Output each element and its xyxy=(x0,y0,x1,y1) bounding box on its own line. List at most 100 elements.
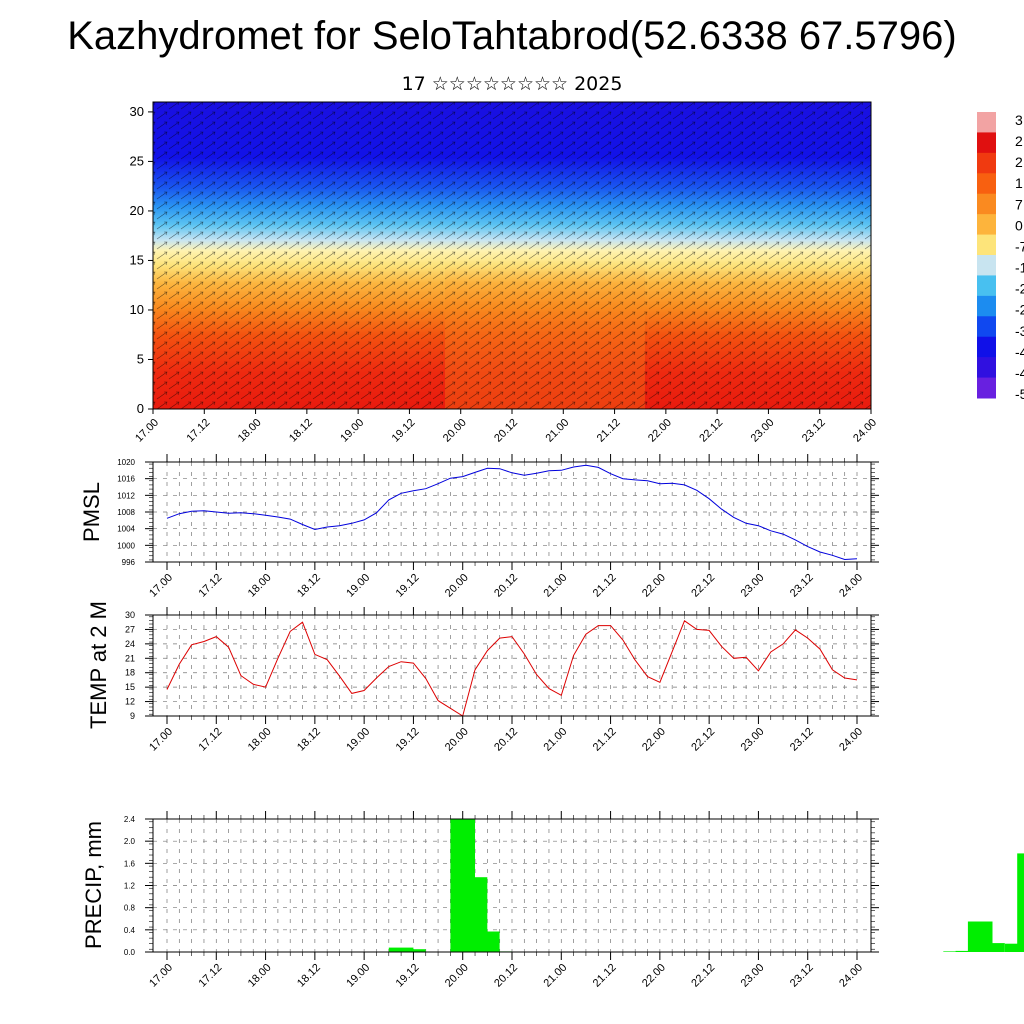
colorbar-swatch xyxy=(977,295,996,317)
colorbar-swatch xyxy=(977,193,996,215)
xtick-label: 20.12 xyxy=(492,572,520,600)
xtick-label: 21.12 xyxy=(591,572,619,600)
xtick-label: 19.12 xyxy=(394,572,422,600)
colorbar-label: -4 xyxy=(1015,344,1024,360)
precip-bar xyxy=(1017,853,1024,952)
ytick-label: 1020 xyxy=(117,458,135,467)
colorbar-label: 2 xyxy=(1015,154,1023,170)
heatmap-xtick-label: 21.00 xyxy=(543,417,571,445)
xtick-label: 20.12 xyxy=(492,726,520,754)
xtick-label: 22.12 xyxy=(689,726,717,754)
pmsl-panel: 996 1000 1004 1008 1012 1016 1020 17.00 17.12 18.… xyxy=(79,454,879,600)
colorbar-swatch xyxy=(977,214,996,236)
xtick-label: 17.12 xyxy=(196,726,224,754)
xtick-label: 18.12 xyxy=(295,572,323,600)
colorbar-swatch xyxy=(977,255,996,276)
colorbar-label: 3 xyxy=(1015,112,1023,128)
xtick-label: 23.00 xyxy=(739,726,767,754)
ytick-label: 0.8 xyxy=(124,904,136,913)
heatmap-ytick-label: 15 xyxy=(130,252,144,267)
xtick-label: 22.12 xyxy=(689,962,717,990)
ytick-label: 21 xyxy=(125,653,135,663)
xtick-label: 17.12 xyxy=(196,962,224,990)
colorbar-label: -1 xyxy=(1015,260,1024,276)
ytick-label: 9 xyxy=(130,711,135,721)
xtick-label: 22.12 xyxy=(689,572,717,600)
xtick-label: 19.12 xyxy=(394,726,422,754)
heatmap-xtick-label: 19.12 xyxy=(390,417,418,445)
xtick-label: 18.00 xyxy=(246,962,274,990)
heatmap-xtick-label: 23.12 xyxy=(800,417,828,445)
xtick-label: 19.00 xyxy=(344,962,372,990)
colorbar-label: 2 xyxy=(1015,133,1023,149)
colorbar-swatch xyxy=(977,377,996,399)
ytick-label: 2.4 xyxy=(124,815,136,824)
xtick-label: 18.12 xyxy=(295,962,323,990)
heatmap-panel: 0 5 10 15 20 25 30 17.00 17.12 18.00 18.12 19.00 19… xyxy=(130,101,879,445)
precip-panel: 0.0 0.4 0.8 1.2 1.6 2.0 2.4 17.00 17.12 18.00 18.1… xyxy=(81,811,1024,990)
ytick-label: 12 xyxy=(125,697,135,707)
heatmap-xtick-label: 18.00 xyxy=(236,417,264,445)
heatmap-xtick-label: 23.00 xyxy=(749,417,777,445)
pmsl-ylabel: PMSL xyxy=(79,482,104,542)
xtick-label: 22.00 xyxy=(640,726,668,754)
ytick-label: 15 xyxy=(125,682,135,692)
chart-title: Kazhydromet for SeloTahtabrod(52.6338 67… xyxy=(67,14,957,58)
colorbar-label: -2 xyxy=(1015,281,1024,297)
xtick-label: 23.00 xyxy=(739,572,767,600)
heatmap-xtick-label: 20.00 xyxy=(441,417,469,445)
xtick-label: 21.12 xyxy=(591,962,619,990)
temp-series-line xyxy=(166,620,858,717)
precip-bar xyxy=(388,947,414,952)
xtick-label: 22.00 xyxy=(640,572,668,600)
xtick-label: 21.00 xyxy=(541,962,569,990)
heatmap-ytick-label: 25 xyxy=(130,153,144,168)
xtick-label: 19.00 xyxy=(344,572,372,600)
colorbar-swatch xyxy=(977,152,996,174)
heatmap-xtick-label: 24.00 xyxy=(851,417,879,445)
heatmap-xtick-label: 22.00 xyxy=(646,417,674,445)
colorbar-swatch xyxy=(977,234,996,256)
colorbar-label: -5 xyxy=(1015,386,1024,402)
ytick-label: 1008 xyxy=(117,508,135,517)
colorbar-swatch xyxy=(977,132,996,154)
xtick-label: 23.12 xyxy=(788,726,816,754)
precip-bar xyxy=(980,943,1005,952)
colorbar: 3 2 2 1· 7 0 -7 -1 -2 -2 -3 -4 -4 -5 xyxy=(977,112,1024,402)
ytick-label: 1.2 xyxy=(124,882,136,891)
precip-bar xyxy=(1004,943,1024,952)
xtick-label: 17.00 xyxy=(147,726,175,754)
heatmap-xtick-label: 18.12 xyxy=(287,417,315,445)
xtick-label: 17.00 xyxy=(147,962,175,990)
heatmap-xtick-label: 17.12 xyxy=(184,417,212,445)
xtick-label: 18.12 xyxy=(295,726,323,754)
colorbar-swatch xyxy=(977,316,996,338)
heatmap-ytick-label: 10 xyxy=(130,302,144,317)
colorbar-label: 0 xyxy=(1015,217,1023,233)
colorbar-swatch xyxy=(977,357,996,379)
xtick-label: 23.12 xyxy=(788,962,816,990)
ytick-label: 1012 xyxy=(117,491,135,500)
xtick-label: 20.00 xyxy=(443,572,471,600)
precip-bar xyxy=(401,949,426,952)
heatmap-xtick-label: 19.00 xyxy=(338,417,366,445)
xtick-label: 20.00 xyxy=(443,962,471,990)
xtick-label: 17.12 xyxy=(196,572,224,600)
xtick-label: 18.00 xyxy=(246,726,274,754)
ytick-label: 18 xyxy=(125,668,135,678)
ytick-label: 1004 xyxy=(117,525,135,534)
ytick-label: 0.4 xyxy=(124,926,136,935)
heatmap-xtick-label: 22.12 xyxy=(697,417,725,445)
temp-ylabel: TEMP at 2 M xyxy=(86,601,111,729)
ytick-label: 0.0 xyxy=(124,948,136,957)
heatmap-xtick-label: 21.12 xyxy=(595,417,623,445)
ytick-label: 30 xyxy=(125,610,135,620)
colorbar-label: -2 xyxy=(1015,302,1024,318)
xtick-label: 24.00 xyxy=(837,962,865,990)
colorbar-label: -7 xyxy=(1015,238,1024,254)
ytick-label: 27 xyxy=(125,624,135,634)
xtick-label: 23.00 xyxy=(739,962,767,990)
precip-bar xyxy=(475,931,500,952)
xtick-label: 19.12 xyxy=(394,962,422,990)
